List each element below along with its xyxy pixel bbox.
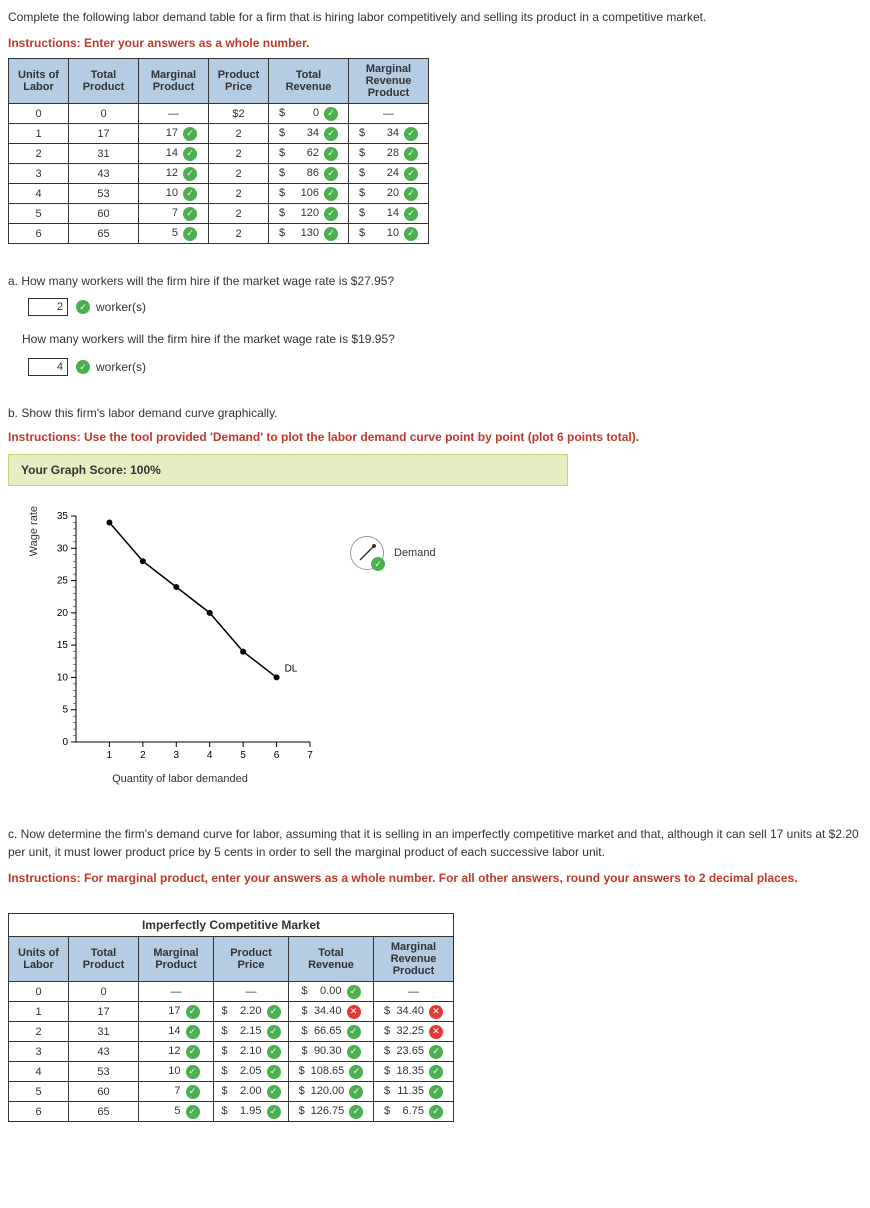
check-icon: ✓ — [183, 167, 197, 181]
legend-demand[interactable]: ✓ Demand — [350, 536, 436, 570]
cross-icon: ✕ — [429, 1025, 443, 1039]
check-icon: ✓ — [267, 1085, 281, 1099]
svg-text:1: 1 — [107, 750, 113, 761]
x-axis-label: Quantity of labor demanded — [40, 773, 320, 785]
check-icon: ✓ — [267, 1005, 281, 1019]
check-icon: ✓ — [186, 1065, 200, 1079]
table-2: Imperfectly Competitive Market Units of … — [8, 913, 454, 1122]
check-icon: ✓ — [371, 557, 385, 571]
check-icon: ✓ — [183, 187, 197, 201]
y-axis-label: Wage rate — [28, 506, 40, 556]
check-icon: ✓ — [404, 187, 418, 201]
check-icon: ✓ — [186, 1045, 200, 1059]
intro-text: Complete the following labor demand tabl… — [8, 8, 862, 26]
unit-a2: worker(s) — [96, 360, 146, 374]
table-1: Units of LaborTotal ProductMarginal Prod… — [8, 58, 429, 244]
instructions-b: Instructions: Use the tool provided 'Dem… — [8, 430, 862, 444]
check-icon: ✓ — [186, 1025, 200, 1039]
check-icon: ✓ — [429, 1105, 443, 1119]
svg-text:0: 0 — [62, 737, 68, 748]
check-icon: ✓ — [186, 1005, 200, 1019]
svg-text:6: 6 — [274, 750, 280, 761]
instructions-c: Instructions: For marginal product, ente… — [8, 871, 862, 885]
svg-text:15: 15 — [57, 640, 69, 651]
check-icon: ✓ — [324, 107, 338, 121]
check-icon: ✓ — [429, 1085, 443, 1099]
unit-a1: worker(s) — [96, 300, 146, 314]
table2-title: Imperfectly Competitive Market — [9, 914, 454, 937]
svg-text:5: 5 — [240, 750, 246, 761]
check-icon: ✓ — [183, 227, 197, 241]
check-icon: ✓ — [349, 1105, 363, 1119]
answer-a1[interactable]: 2 — [28, 298, 68, 316]
check-icon: ✓ — [324, 227, 338, 241]
check-icon: ✓ — [347, 1025, 361, 1039]
svg-text:7: 7 — [307, 750, 313, 761]
check-icon: ✓ — [183, 127, 197, 141]
svg-text:4: 4 — [207, 750, 213, 761]
question-a1: a. How many workers will the firm hire i… — [8, 274, 862, 288]
check-icon: ✓ — [347, 985, 361, 999]
svg-text:20: 20 — [57, 608, 69, 619]
check-icon: ✓ — [324, 147, 338, 161]
cross-icon: ✕ — [347, 1005, 361, 1019]
check-icon: ✓ — [324, 127, 338, 141]
question-a2: How many workers will the firm hire if t… — [22, 330, 862, 348]
answer-a2[interactable]: 4 — [28, 358, 68, 376]
score-banner: Your Graph Score: 100% — [8, 454, 568, 486]
check-icon: ✓ — [404, 127, 418, 141]
check-icon: ✓ — [267, 1025, 281, 1039]
svg-text:25: 25 — [57, 576, 69, 587]
check-icon: ✓ — [349, 1065, 363, 1079]
svg-text:DL: DL — [285, 663, 298, 674]
check-icon: ✓ — [183, 147, 197, 161]
check-icon: ✓ — [404, 227, 418, 241]
check-icon: ✓ — [267, 1105, 281, 1119]
check-icon: ✓ — [429, 1065, 443, 1079]
svg-text:2: 2 — [140, 750, 146, 761]
svg-text:3: 3 — [174, 750, 180, 761]
svg-text:5: 5 — [62, 705, 68, 716]
check-icon: ✓ — [349, 1085, 363, 1099]
check-icon: ✓ — [183, 207, 197, 221]
svg-text:30: 30 — [57, 543, 69, 554]
check-icon: ✓ — [267, 1045, 281, 1059]
demand-chart[interactable]: 0 5 10 15 20 25 30 35 1 2 3 4 5 6 7 DL — [40, 506, 320, 766]
svg-text:10: 10 — [57, 672, 69, 683]
check-icon: ✓ — [404, 207, 418, 221]
check-icon: ✓ — [76, 360, 90, 374]
check-icon: ✓ — [186, 1105, 200, 1119]
svg-text:35: 35 — [57, 511, 69, 522]
check-icon: ✓ — [404, 167, 418, 181]
check-icon: ✓ — [347, 1045, 361, 1059]
check-icon: ✓ — [267, 1065, 281, 1079]
legend-label: Demand — [394, 547, 436, 559]
check-icon: ✓ — [324, 187, 338, 201]
question-c: c. Now determine the firm's demand curve… — [8, 825, 862, 861]
question-b: b. Show this firm's labor demand curve g… — [8, 406, 862, 420]
check-icon: ✓ — [186, 1085, 200, 1099]
check-icon: ✓ — [404, 147, 418, 161]
cross-icon: ✕ — [429, 1005, 443, 1019]
check-icon: ✓ — [76, 300, 90, 314]
instructions-1: Instructions: Enter your answers as a wh… — [8, 36, 862, 50]
check-icon: ✓ — [324, 207, 338, 221]
check-icon: ✓ — [324, 167, 338, 181]
check-icon: ✓ — [429, 1045, 443, 1059]
